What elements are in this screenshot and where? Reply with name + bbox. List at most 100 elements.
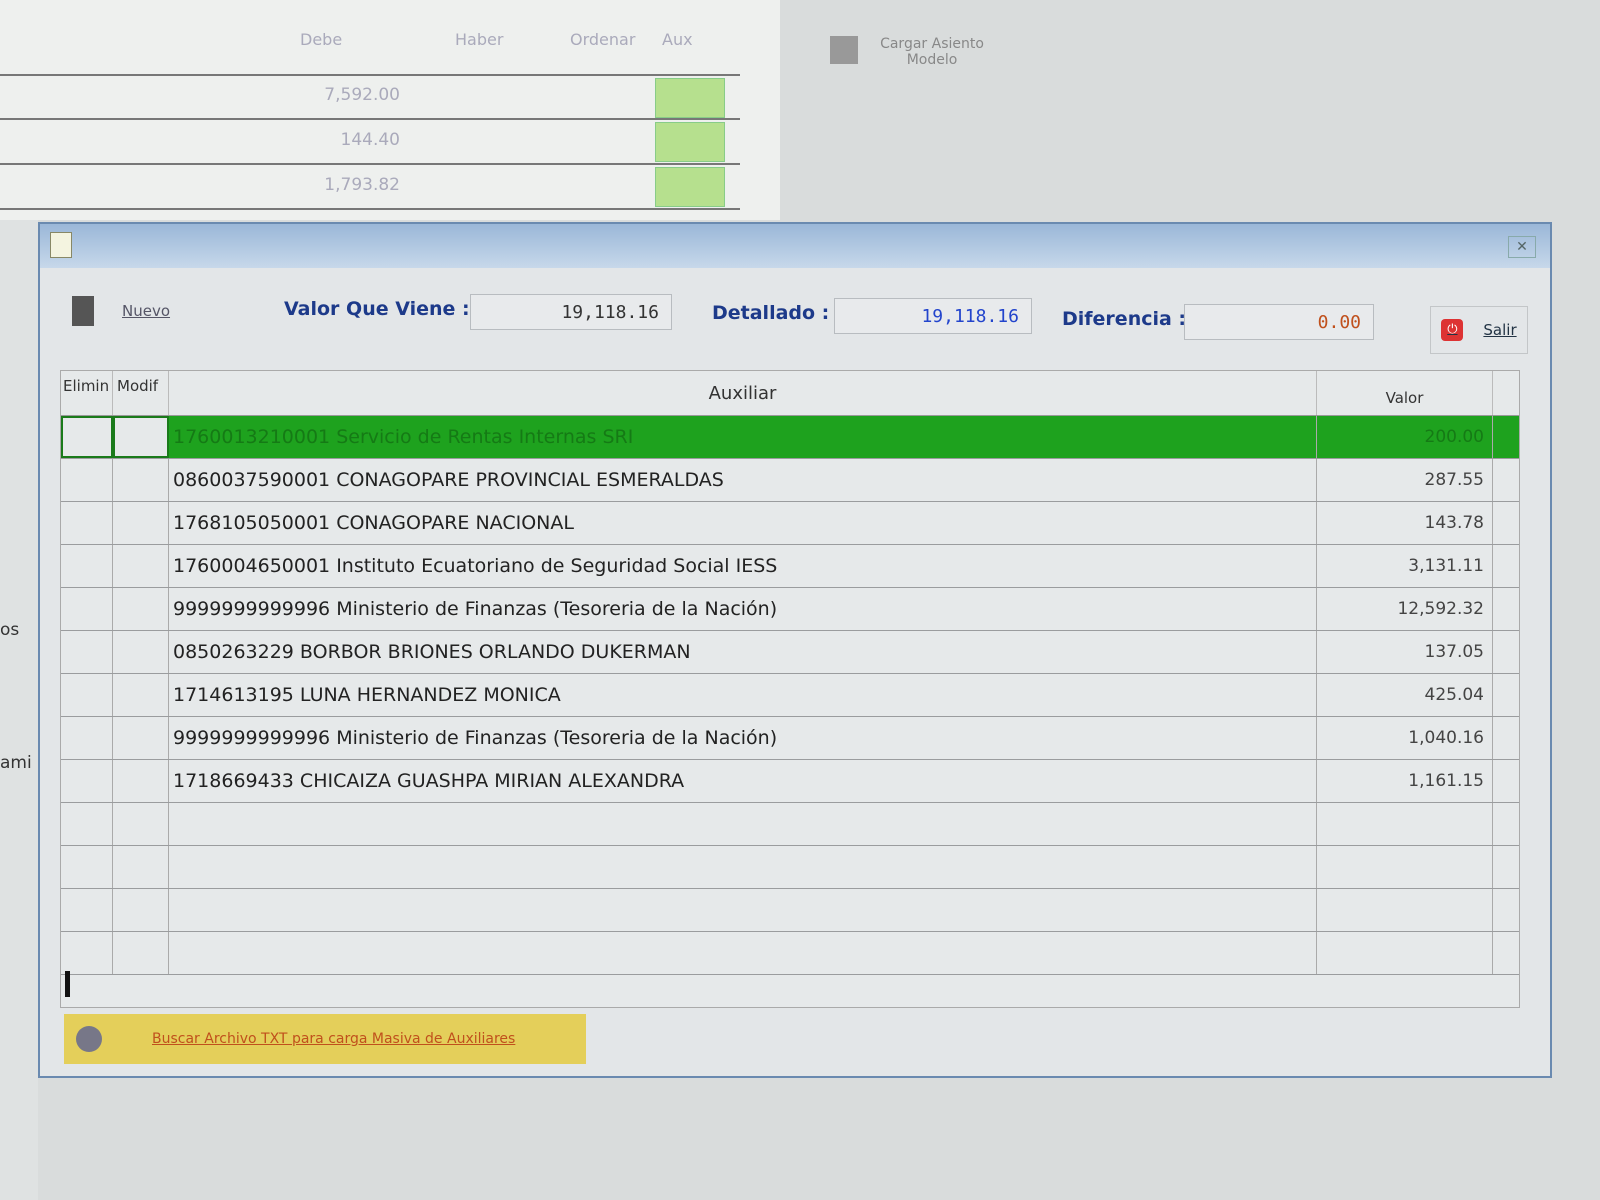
- auxiliar-cell[interactable]: 9999999999996 Ministerio de Finanzas (Te…: [169, 717, 1317, 759]
- debe-value: 7,592.00: [324, 85, 400, 105]
- auxiliar-cell[interactable]: 1768105050001 CONAGOPARE NACIONAL: [169, 502, 1317, 544]
- valor-cell[interactable]: [1317, 932, 1493, 974]
- auxiliar-cell[interactable]: 1714613195 LUNA HERNANDEZ MONICA: [169, 674, 1317, 716]
- auxiliar-cell[interactable]: 1760013210001 Servicio de Rentas Interna…: [169, 416, 1317, 458]
- auxiliar-cell[interactable]: [169, 932, 1317, 974]
- valor-cell[interactable]: 200.00: [1317, 416, 1493, 458]
- elimin-cell[interactable]: [61, 760, 113, 802]
- table-row[interactable]: 1760013210001 Servicio de Rentas Interna…: [61, 416, 1519, 459]
- debe-value: 144.40: [340, 130, 400, 150]
- auxiliar-cell[interactable]: [169, 803, 1317, 845]
- table-row[interactable]: 1714613195 LUNA HERNANDEZ MONICA 425.04: [61, 674, 1519, 717]
- table-row[interactable]: 9999999999996 Ministerio de Finanzas (Te…: [61, 588, 1519, 631]
- valor-cell[interactable]: 3,131.11: [1317, 545, 1493, 587]
- table-row[interactable]: 9999999999996 Ministerio de Finanzas (Te…: [61, 717, 1519, 760]
- valor-cell[interactable]: 12,592.32: [1317, 588, 1493, 630]
- modif-cell[interactable]: [113, 760, 169, 802]
- modif-cell[interactable]: [113, 717, 169, 759]
- auxiliar-cell[interactable]: 0850263229 BORBOR BRIONES ORLANDO DUKERM…: [169, 631, 1317, 673]
- diferencia-field[interactable]: 0.00: [1184, 304, 1374, 340]
- empty-row[interactable]: [61, 932, 1519, 975]
- background-journal-grid: Debe Haber Ordenar Aux 7,592.00 144.40 1…: [0, 0, 780, 220]
- auxiliar-cell[interactable]: 9999999999996 Ministerio de Finanzas (Te…: [169, 588, 1317, 630]
- background-left-column: os ami: [0, 220, 38, 1200]
- nuevo-button[interactable]: Nuevo: [72, 296, 170, 326]
- toolbar: Nuevo Valor Que Viene : 19,118.16 Detall…: [40, 268, 1550, 368]
- elimin-cell[interactable]: [61, 459, 113, 501]
- grid-header: Elimin Modif Auxiliar Valor: [61, 371, 1519, 416]
- modif-cell[interactable]: [113, 416, 169, 458]
- elimin-cell[interactable]: [61, 889, 113, 931]
- valor-cell[interactable]: 287.55: [1317, 459, 1493, 501]
- model-icon: [830, 36, 858, 64]
- auxiliares-dialog: ✕ Nuevo Valor Que Viene : 19,118.16 Deta…: [38, 222, 1552, 1078]
- valor-cell[interactable]: 1,161.15: [1317, 760, 1493, 802]
- valor-cell[interactable]: [1317, 846, 1493, 888]
- valor-cell[interactable]: [1317, 803, 1493, 845]
- aux-button[interactable]: [655, 167, 725, 207]
- header-debe: Debe: [300, 30, 343, 49]
- modif-cell[interactable]: [113, 502, 169, 544]
- elimin-cell[interactable]: [61, 545, 113, 587]
- modif-cell[interactable]: [113, 846, 169, 888]
- modif-cell[interactable]: [113, 932, 169, 974]
- header-aux: Aux: [662, 30, 693, 49]
- elimin-cell[interactable]: [61, 932, 113, 974]
- auxiliar-cell[interactable]: 1760004650001 Instituto Ecuatoriano de S…: [169, 545, 1317, 587]
- elimin-cell[interactable]: [61, 416, 113, 458]
- valor-cell[interactable]: 143.78: [1317, 502, 1493, 544]
- debe-value: 1,793.82: [324, 175, 400, 195]
- elimin-cell[interactable]: [61, 717, 113, 759]
- valor-cell[interactable]: 137.05: [1317, 631, 1493, 673]
- elimin-cell[interactable]: [61, 674, 113, 716]
- table-row[interactable]: 0850263229 BORBOR BRIONES ORLANDO DUKERM…: [61, 631, 1519, 674]
- auxiliar-cell[interactable]: [169, 846, 1317, 888]
- modif-cell[interactable]: [113, 631, 169, 673]
- auxiliares-grid: Elimin Modif Auxiliar Valor 176001321000…: [60, 370, 1520, 1008]
- column-valor[interactable]: Valor: [1317, 371, 1493, 415]
- cargar-asiento-modelo-button[interactable]: Cargar Asiento Modelo: [830, 36, 992, 68]
- valor-cell[interactable]: 1,040.16: [1317, 717, 1493, 759]
- modif-cell[interactable]: [113, 545, 169, 587]
- title-bar[interactable]: ✕: [40, 224, 1550, 268]
- diferencia-label: Diferencia :: [1062, 308, 1187, 330]
- aux-button[interactable]: [655, 122, 725, 162]
- salir-button[interactable]: ⏻ Salir: [1430, 306, 1528, 354]
- elimin-cell[interactable]: [61, 502, 113, 544]
- valor-cell[interactable]: 425.04: [1317, 674, 1493, 716]
- valor-que-viene-field[interactable]: 19,118.16: [470, 294, 672, 330]
- new-document-icon: [72, 296, 94, 326]
- buscar-archivo-txt-button[interactable]: Buscar Archivo TXT para carga Masiva de …: [64, 1014, 586, 1064]
- table-row[interactable]: 0860037590001 CONAGOPARE PROVINCIAL ESME…: [61, 459, 1519, 502]
- elimin-cell[interactable]: [61, 846, 113, 888]
- elimin-cell[interactable]: [61, 631, 113, 673]
- modif-cell[interactable]: [113, 459, 169, 501]
- modif-cell[interactable]: [113, 803, 169, 845]
- elimin-cell[interactable]: [61, 803, 113, 845]
- table-row[interactable]: 1760004650001 Instituto Ecuatoriano de S…: [61, 545, 1519, 588]
- column-modif[interactable]: Modif: [113, 371, 169, 415]
- elimin-cell[interactable]: [61, 588, 113, 630]
- table-row[interactable]: 1768105050001 CONAGOPARE NACIONAL 143.78: [61, 502, 1519, 545]
- table-row[interactable]: 1718669433 CHICAIZA GUASHPA MIRIAN ALEXA…: [61, 760, 1519, 803]
- auxiliar-cell[interactable]: [169, 889, 1317, 931]
- column-elimin[interactable]: Elimin: [61, 371, 113, 415]
- search-file-icon: [76, 1026, 102, 1052]
- aux-button[interactable]: [655, 78, 725, 118]
- modif-cell[interactable]: [113, 674, 169, 716]
- empty-row[interactable]: [61, 889, 1519, 932]
- power-icon: ⏻: [1441, 319, 1464, 341]
- empty-row[interactable]: [61, 803, 1519, 846]
- close-button[interactable]: ✕: [1508, 236, 1536, 258]
- header-haber: Haber: [455, 30, 504, 49]
- modif-cell[interactable]: [113, 588, 169, 630]
- detallado-field[interactable]: 19,118.16: [834, 298, 1032, 334]
- valor-cell[interactable]: [1317, 889, 1493, 931]
- column-auxiliar[interactable]: Auxiliar: [169, 371, 1317, 415]
- auxiliar-cell[interactable]: 0860037590001 CONAGOPARE PROVINCIAL ESME…: [169, 459, 1317, 501]
- text-cursor: [65, 971, 70, 997]
- detallado-label: Detallado :: [712, 302, 830, 324]
- empty-row[interactable]: [61, 846, 1519, 889]
- modif-cell[interactable]: [113, 889, 169, 931]
- auxiliar-cell[interactable]: 1718669433 CHICAIZA GUASHPA MIRIAN ALEXA…: [169, 760, 1317, 802]
